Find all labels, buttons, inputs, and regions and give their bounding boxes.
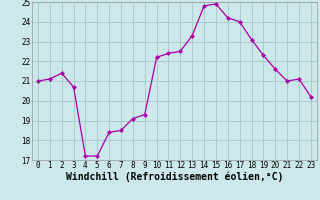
X-axis label: Windchill (Refroidissement éolien,°C): Windchill (Refroidissement éolien,°C): [66, 172, 283, 182]
